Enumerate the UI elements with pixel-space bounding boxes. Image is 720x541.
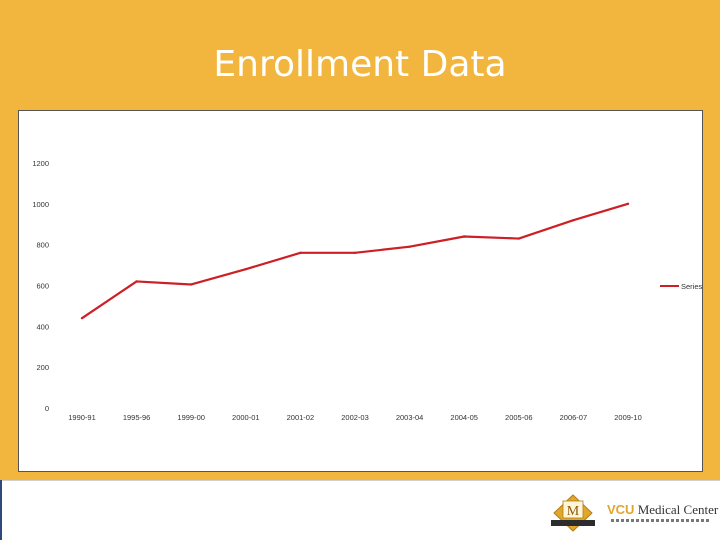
y-tick-label: 400 [36, 322, 49, 331]
medical-center-text: Medical Center [637, 502, 719, 517]
y-tick-label: 1000 [32, 200, 49, 209]
vcu-medical-center-logo: VCU Medical Center [607, 502, 718, 518]
vcu-tagline-dots [611, 519, 709, 522]
footer-accent-stripe [0, 480, 2, 540]
medical-school-seal-logo: M [551, 494, 595, 532]
x-tick-label: 1999-00 [177, 413, 205, 422]
x-tick-label: 2001-02 [287, 413, 315, 422]
x-tick-label: 2003-04 [396, 413, 424, 422]
series-line [81, 202, 629, 320]
chart-frame: 0 200 400 600 800 1000 1200 1990-91 1995-96 1999… [18, 110, 704, 472]
legend-label: Series 1 [681, 282, 704, 291]
y-tick-label: 0 [45, 404, 49, 413]
data-point [299, 251, 302, 255]
data-point [408, 245, 411, 248]
data-point [626, 202, 630, 206]
x-tick-label: 2000-01 [232, 413, 260, 422]
data-point [517, 237, 520, 240]
x-tick-label: 1990-91 [68, 413, 96, 422]
footer-bar [0, 480, 720, 541]
y-tick-label: 200 [36, 363, 49, 372]
vcu-brand: VCU [607, 502, 635, 517]
y-tick-label: 1200 [32, 159, 49, 168]
data-point [80, 316, 84, 320]
x-tick-label: 2004-05 [450, 413, 478, 422]
svg-text:M: M [567, 504, 580, 519]
data-point [463, 235, 466, 238]
x-tick-label: 2002-03 [341, 413, 369, 422]
x-tick-label: 2009-10 [614, 413, 642, 422]
data-point [135, 280, 138, 283]
x-tick-label: 2006-07 [560, 413, 588, 422]
data-point [353, 251, 357, 255]
x-tick-label: 1995-96 [123, 413, 151, 422]
y-tick-label: 600 [36, 282, 49, 291]
y-tick-label: 800 [36, 241, 49, 250]
data-point [572, 218, 575, 222]
enrollment-line-chart: 0 200 400 600 800 1000 1200 1990-91 1995-96 1999… [32, 159, 704, 422]
data-point [244, 267, 247, 271]
slide-title: Enrollment Data [213, 44, 507, 85]
x-tick-label: 2005-06 [505, 413, 533, 422]
data-point [190, 283, 193, 286]
